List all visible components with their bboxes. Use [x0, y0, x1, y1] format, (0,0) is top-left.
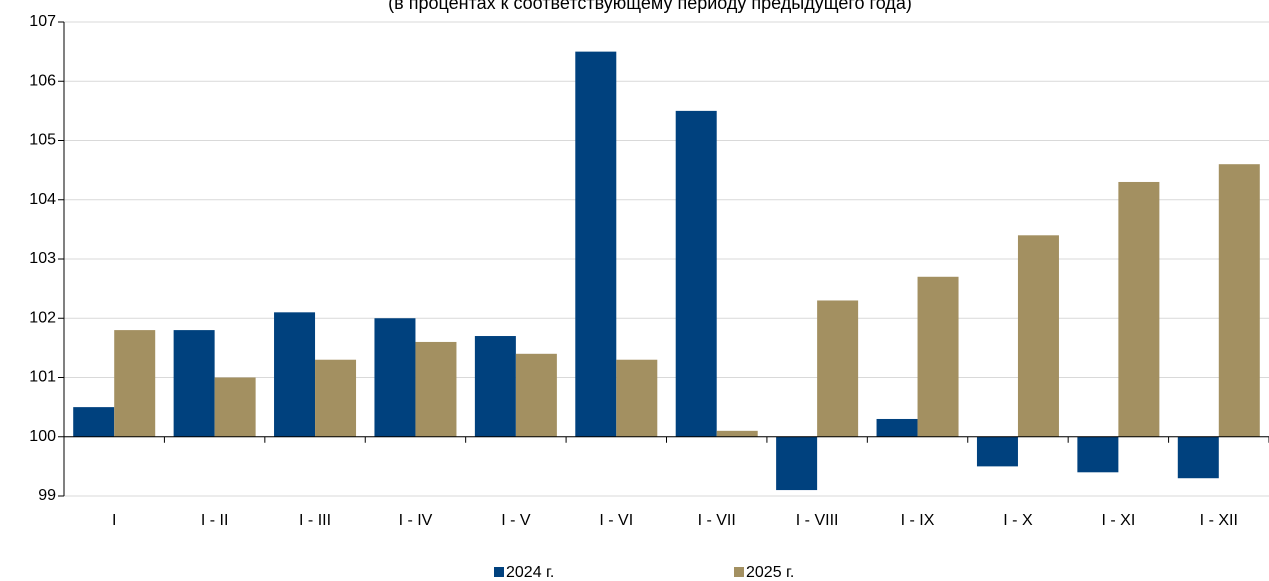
- bar: [876, 418, 918, 437]
- bar: [976, 436, 1018, 467]
- x-tick-label: I: [112, 512, 116, 529]
- bar: [515, 353, 557, 437]
- bar: [474, 336, 516, 437]
- chart-subtitle: (в процентах к соответствующему периоду …: [388, 0, 912, 13]
- bar: [214, 377, 256, 437]
- bar: [917, 276, 959, 437]
- y-tick-label: 101: [29, 369, 56, 386]
- x-tick-label: I - V: [501, 512, 531, 529]
- bar: [1077, 436, 1119, 473]
- legend-swatch: [494, 567, 504, 577]
- bar: [1118, 181, 1160, 437]
- x-tick-label: I - II: [201, 512, 229, 529]
- x-tick-label: I - IV: [399, 512, 433, 529]
- bar: [1017, 235, 1059, 437]
- legend-label: 2025 г.: [746, 564, 794, 581]
- bar: [716, 430, 758, 437]
- x-tick-label: I - XII: [1200, 512, 1238, 529]
- bar: [1218, 164, 1260, 437]
- y-tick-label: 104: [29, 191, 56, 208]
- y-tick-label: 105: [29, 132, 56, 149]
- bar: [616, 359, 658, 437]
- legend-swatch: [734, 567, 744, 577]
- bar: [817, 300, 859, 437]
- x-tick-label: I - VIII: [796, 512, 839, 529]
- y-tick-label: 103: [29, 250, 56, 267]
- bar: [73, 407, 115, 437]
- x-tick-label: I - VII: [698, 512, 736, 529]
- y-tick-label: 106: [29, 72, 56, 89]
- x-tick-label: I - IX: [901, 512, 935, 529]
- x-tick-label: I - III: [299, 512, 331, 529]
- x-tick-label: I - VI: [599, 512, 633, 529]
- bar: [173, 330, 215, 437]
- bar: [415, 341, 457, 437]
- bar: [274, 312, 316, 437]
- bar: [776, 436, 818, 491]
- x-tick-label: I - XI: [1101, 512, 1135, 529]
- y-tick-label: 99: [38, 487, 56, 504]
- legend-label: 2024 г.: [506, 564, 554, 581]
- y-tick-label: 100: [29, 428, 56, 445]
- bar: [315, 359, 357, 437]
- bar: [374, 318, 416, 437]
- bar: [675, 110, 717, 437]
- y-tick-label: 102: [29, 309, 56, 326]
- y-tick-label: 107: [29, 13, 56, 30]
- bar: [1177, 436, 1219, 479]
- x-tick-label: I - X: [1003, 512, 1033, 529]
- bar: [114, 330, 156, 437]
- bar: [575, 51, 617, 437]
